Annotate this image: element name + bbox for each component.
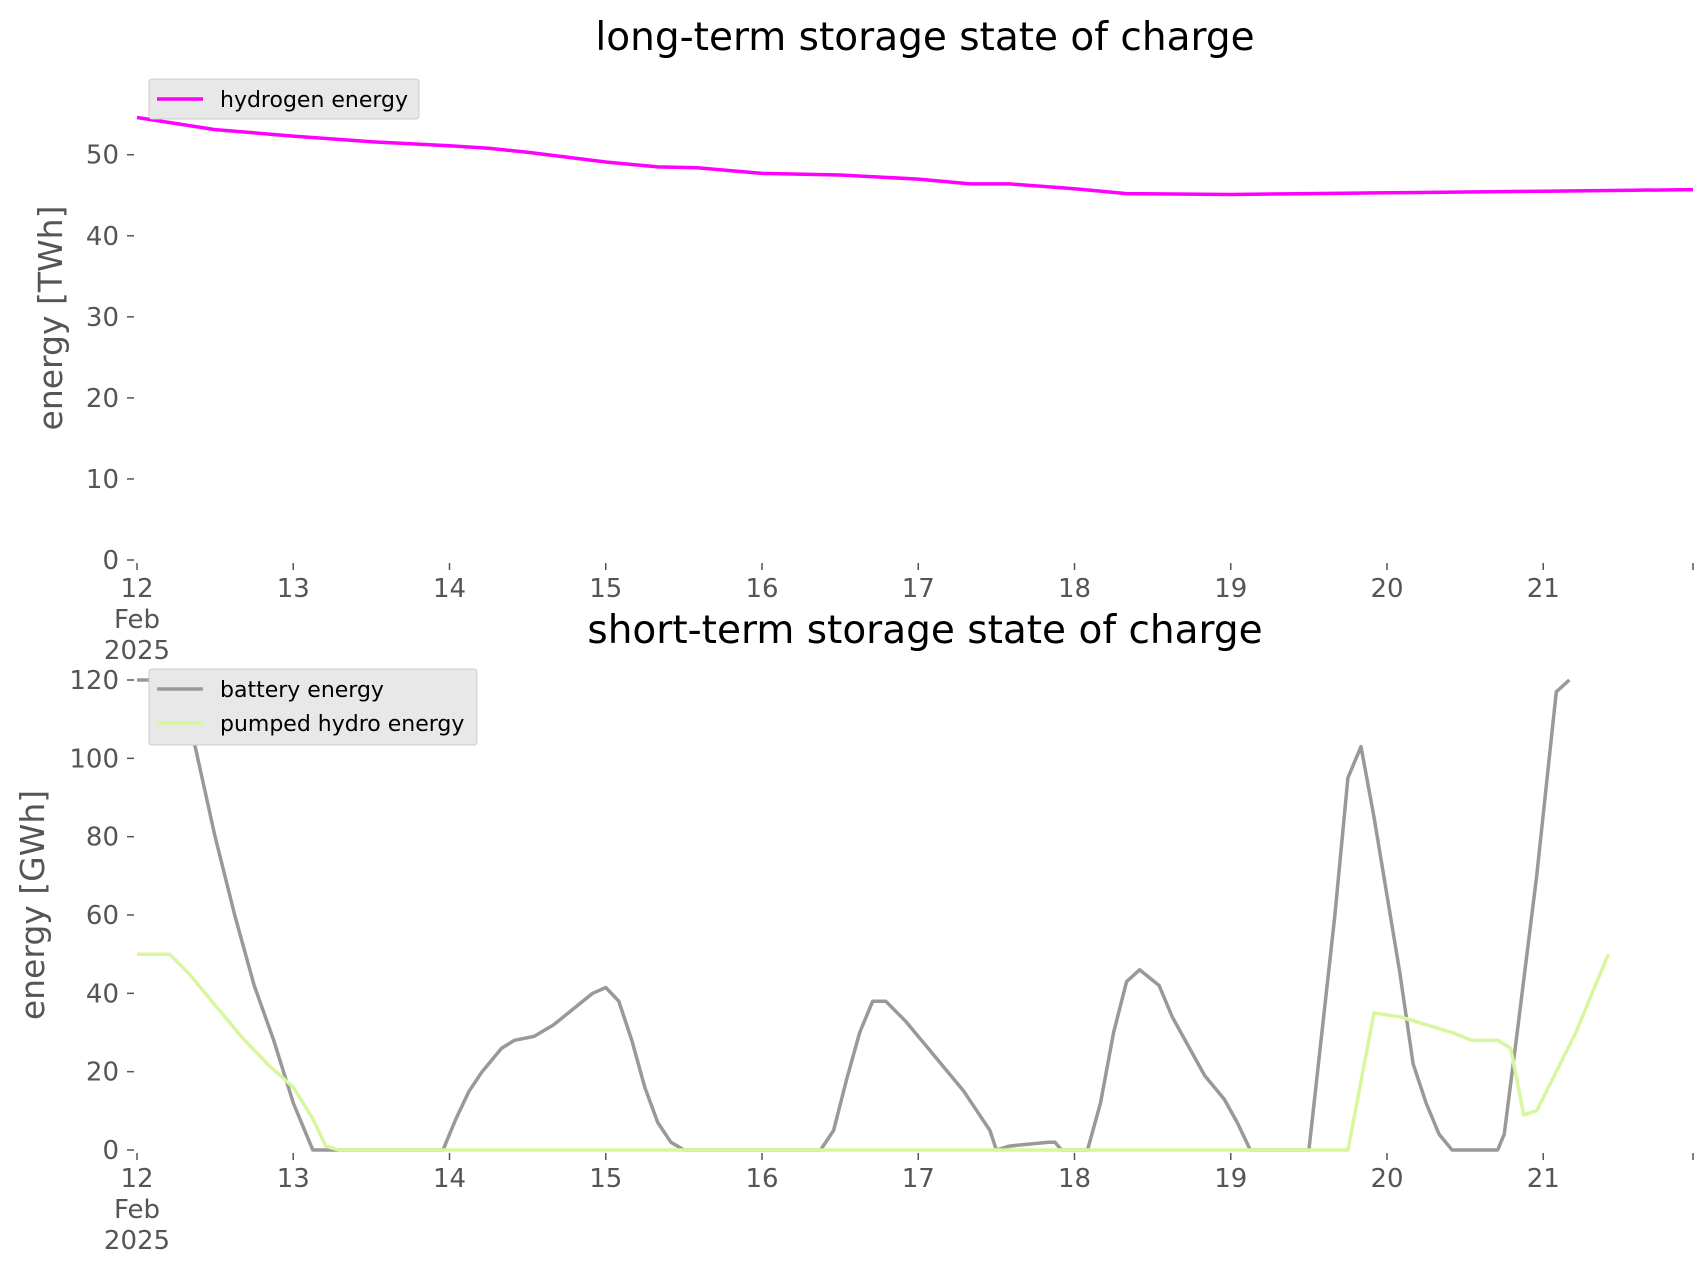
x-tick-label: 14 bbox=[433, 1164, 466, 1194]
legend: hydrogen energy bbox=[148, 78, 420, 120]
x-tick-label: 19 bbox=[1214, 1164, 1247, 1194]
x-tick-label: 13 bbox=[277, 574, 310, 604]
x-tick-label: 17 bbox=[902, 574, 935, 604]
legend-box bbox=[148, 668, 478, 746]
y-tick-label: 40 bbox=[86, 222, 119, 252]
legend-box bbox=[148, 78, 420, 120]
x-tick-label: 15 bbox=[589, 1164, 622, 1194]
legend-label: hydrogen energy bbox=[220, 88, 408, 113]
x-tick-label: 17 bbox=[902, 1164, 935, 1194]
y-tick-label: 100 bbox=[69, 744, 119, 774]
x-tick-label: 18 bbox=[1058, 1164, 1091, 1194]
y-tick-label: 40 bbox=[86, 979, 119, 1009]
legend: battery energy pumped hydro energy bbox=[148, 668, 478, 746]
y-tick-label: 80 bbox=[86, 823, 119, 853]
y-tick-label: 0 bbox=[102, 1136, 119, 1166]
x-tick-label: 13 bbox=[277, 1164, 310, 1194]
x-tick-label: 16 bbox=[745, 574, 778, 604]
y-tick-label: 20 bbox=[86, 1058, 119, 1088]
chart-panel-2: short-term storage state of charge energy… bbox=[13, 608, 1694, 1256]
x-tick-label: 16 bbox=[745, 1164, 778, 1194]
y-tick-label: 20 bbox=[86, 384, 119, 414]
series-line-pumped-hydro-energy bbox=[137, 952, 1611, 1152]
series-line-battery-energy bbox=[137, 678, 1571, 1152]
chart-title: short-term storage state of charge bbox=[587, 608, 1262, 653]
legend-label: pumped hydro energy bbox=[220, 712, 464, 737]
x-tick-label: 14 bbox=[433, 574, 466, 604]
y-tick-label: 0 bbox=[102, 546, 119, 576]
x-tick-label: 2025 bbox=[104, 1226, 170, 1256]
chart-panel-1: long-term storage state of charge energy … bbox=[31, 15, 1694, 666]
x-tick-label: 20 bbox=[1370, 574, 1403, 604]
y-tick-label: 50 bbox=[86, 141, 119, 171]
x-tick-label: 15 bbox=[589, 574, 622, 604]
x-tick-label: 12 bbox=[120, 574, 153, 604]
x-tick-label: 2025 bbox=[104, 636, 170, 666]
y-tick-label: 10 bbox=[86, 465, 119, 495]
legend-label: battery energy bbox=[220, 678, 384, 703]
series-line-hydrogen-energy bbox=[136, 115, 1694, 197]
x-tick-label: 12 bbox=[120, 1164, 153, 1194]
x-tick-label: 19 bbox=[1214, 574, 1247, 604]
x-tick-label: Feb bbox=[114, 605, 160, 635]
x-tick-label: 20 bbox=[1370, 1164, 1403, 1194]
x-tick-label: Feb bbox=[114, 1195, 160, 1225]
y-axis-label: energy [GWh] bbox=[13, 790, 52, 1020]
y-tick-label: 60 bbox=[86, 901, 119, 931]
x-tick-label: 18 bbox=[1058, 574, 1091, 604]
y-tick-label: 30 bbox=[86, 303, 119, 333]
x-tick-label: 21 bbox=[1527, 1164, 1560, 1194]
y-tick-label: 120 bbox=[69, 666, 119, 696]
x-tick-label: 21 bbox=[1527, 574, 1560, 604]
chart-title: long-term storage state of charge bbox=[595, 15, 1254, 60]
y-axis-label: energy [TWh] bbox=[31, 206, 70, 431]
